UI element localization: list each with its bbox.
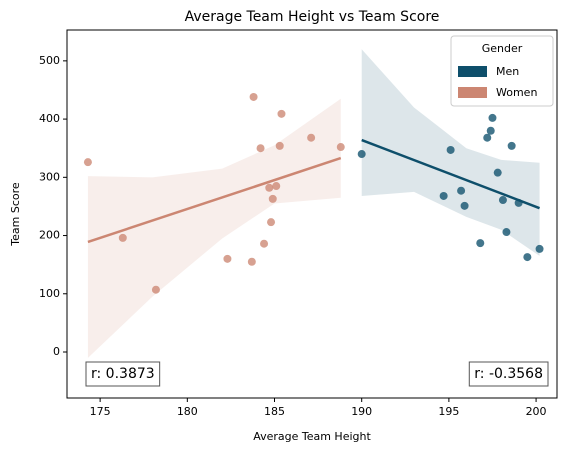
legend-label: Men xyxy=(496,65,519,78)
x-tick-label: 185 xyxy=(264,405,285,418)
point xyxy=(272,182,281,191)
legend-title: Gender xyxy=(482,42,523,55)
point xyxy=(523,253,532,262)
point xyxy=(277,109,286,118)
point xyxy=(268,194,277,203)
r-label: r: -0.3568 xyxy=(474,366,543,382)
point xyxy=(507,141,516,150)
y-tick-label: 300 xyxy=(39,170,60,183)
point xyxy=(483,133,492,142)
x-tick-label: 190 xyxy=(351,405,372,418)
plot-frame xyxy=(66,29,558,399)
point xyxy=(476,239,485,248)
point xyxy=(275,141,284,150)
x-tick-label: 200 xyxy=(526,405,547,418)
point xyxy=(460,201,469,210)
point xyxy=(265,183,274,192)
point xyxy=(502,228,511,237)
x-tick-label: 175 xyxy=(90,405,111,418)
point xyxy=(357,150,366,159)
point xyxy=(223,254,232,263)
point xyxy=(336,143,345,152)
r-label: r: 0.3873 xyxy=(91,366,155,382)
y-axis-label: Team Score xyxy=(9,182,22,247)
y-tick-label: 0 xyxy=(53,345,60,358)
x-tick-label: 180 xyxy=(177,405,198,418)
point xyxy=(249,92,258,101)
r-box xyxy=(85,361,161,387)
x-tick-label: 195 xyxy=(438,405,459,418)
point xyxy=(493,168,502,177)
confidence-band xyxy=(87,98,341,358)
point xyxy=(498,196,507,205)
y-tick-label: 200 xyxy=(39,229,60,242)
point xyxy=(260,239,269,248)
y-tick-label: 500 xyxy=(39,54,60,67)
point xyxy=(486,126,495,135)
point xyxy=(247,257,256,266)
point xyxy=(446,145,455,154)
chart-title: Average Team Height vs Team Score xyxy=(185,9,440,25)
point xyxy=(457,186,466,195)
point xyxy=(488,113,497,122)
point xyxy=(83,158,92,167)
r-box xyxy=(468,361,549,387)
point xyxy=(256,144,265,153)
legend-swatch xyxy=(458,87,487,98)
regression-line xyxy=(87,156,342,244)
y-tick-label: 400 xyxy=(39,112,60,125)
point xyxy=(118,233,127,242)
point xyxy=(267,218,276,227)
regression-line xyxy=(361,138,541,210)
point xyxy=(439,191,448,200)
legend-label: Women xyxy=(496,86,537,99)
x-axis-label: Average Team Height xyxy=(253,430,371,443)
y-tick-label: 100 xyxy=(39,287,60,300)
point xyxy=(151,285,160,294)
point xyxy=(535,244,544,253)
legend-swatch xyxy=(458,66,487,77)
point xyxy=(307,133,316,142)
